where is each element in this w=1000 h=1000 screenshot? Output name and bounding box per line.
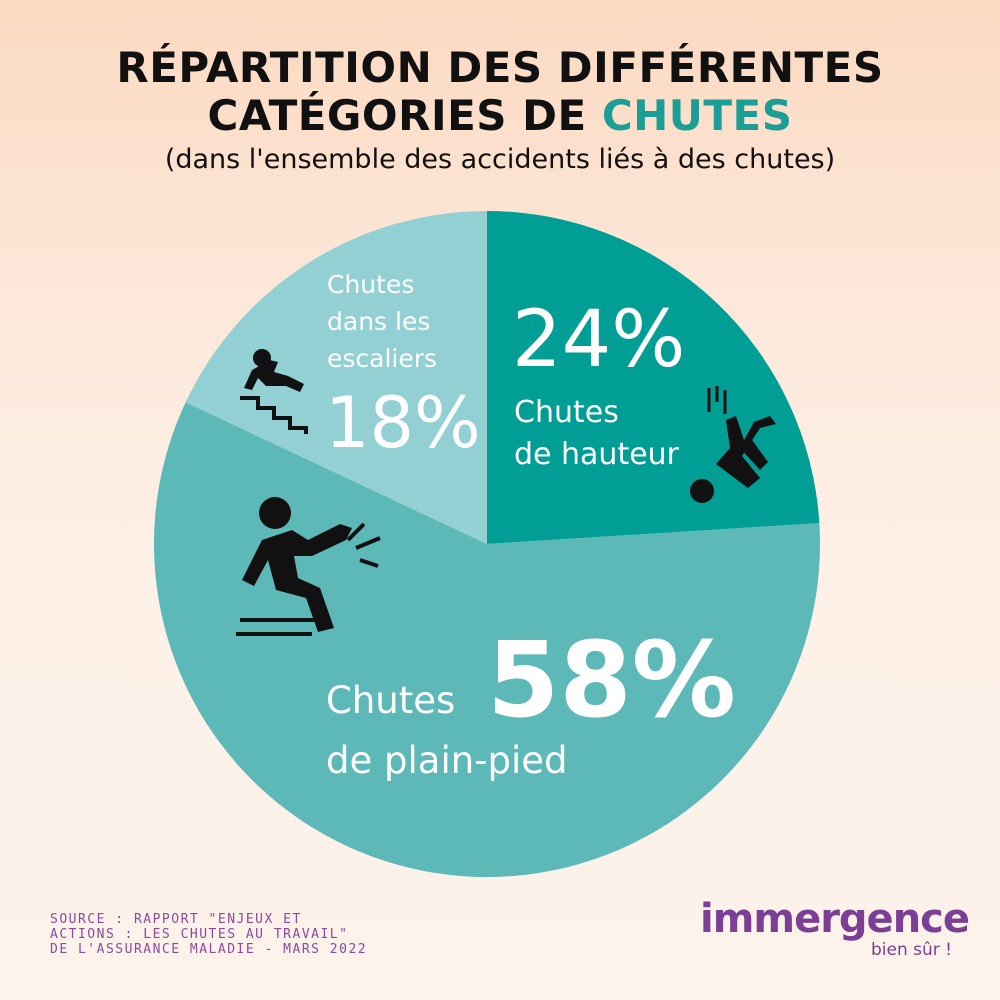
category-label-escaliers-line2: dans les: [327, 307, 430, 336]
slice-label-escaliers: Chutes dans les escaliers 18%: [325, 270, 481, 464]
slipping-person-icon: [236, 497, 381, 636]
value-label-hauteur: 24%: [512, 295, 685, 385]
category-label-hauteur-line1: Chutes: [514, 395, 619, 430]
logo-tagline: bien sûr !: [871, 940, 952, 960]
slice-plain-pied: [154, 402, 821, 877]
title-accent: CHUTES: [601, 91, 793, 140]
category-label-escaliers-line1: Chutes: [327, 270, 414, 299]
chart-title: RÉPARTITION DES DIFFÉRENTES CATÉGORIES D…: [0, 44, 1000, 140]
logo-wordmark: immergence: [700, 896, 970, 942]
slice-label-hauteur: 24% Chutes de hauteur: [512, 295, 685, 472]
value-label-escaliers: 18%: [325, 382, 481, 464]
falling-person-icon: [690, 386, 776, 503]
category-label-plain-pied-line2: de plain-pied: [326, 739, 568, 782]
chart-subtitle: (dans l'ensemble des accidents liés à de…: [164, 144, 836, 175]
value-label-plain-pied: 58%: [487, 619, 736, 741]
slice-label-plain-pied: Chutes 58% de plain-pied: [326, 619, 736, 782]
title-line-2-prefix: CATÉGORIES DE: [207, 91, 587, 140]
slice-escaliers: [185, 211, 487, 544]
title-line-1: RÉPARTITION DES DIFFÉRENTES: [116, 43, 884, 92]
title-line-2: CATÉGORIES DE CHUTES: [0, 92, 1000, 140]
category-label-hauteur-line2: de hauteur: [514, 437, 680, 472]
category-label-escaliers-line3: escaliers: [327, 344, 437, 373]
category-label-plain-pied-line1: Chutes: [326, 679, 455, 722]
brand-logo: immergence bien sûr !: [700, 896, 970, 960]
stairs-fall-icon: [240, 349, 308, 434]
source-note: SOURCE : RAPPORT "ENJEUX ET ACTIONS : LE…: [50, 912, 368, 957]
